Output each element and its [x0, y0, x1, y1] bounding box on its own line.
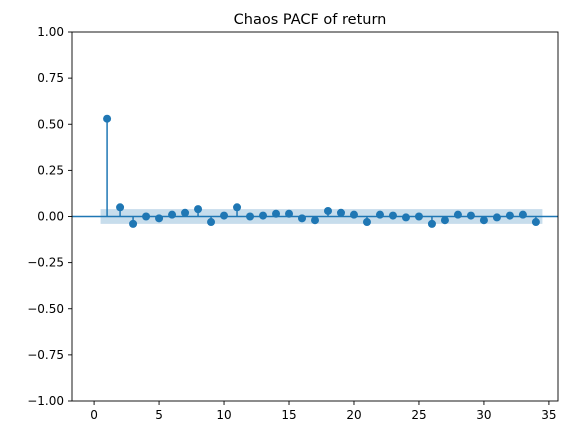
x-tick-label: 0 — [90, 408, 98, 422]
pacf-stem-28 — [453, 210, 462, 219]
stem-marker — [466, 211, 475, 220]
stem-marker — [453, 210, 462, 219]
stem-marker — [285, 209, 294, 218]
pacf-stem-18 — [323, 206, 332, 217]
pacf-stem-14 — [272, 209, 281, 218]
pacf-stem-26 — [427, 216, 436, 228]
pacf-stem-9 — [207, 216, 216, 227]
stem-marker — [362, 218, 371, 227]
pacf-stem-10 — [220, 211, 229, 220]
x-tick-label: 25 — [411, 408, 426, 422]
stem-marker — [414, 212, 423, 221]
stem-marker — [233, 203, 242, 212]
stem-marker — [259, 211, 268, 220]
pacf-stem-34 — [531, 216, 540, 227]
chart-title: Chaos PACF of return — [234, 12, 387, 28]
stem-marker — [518, 210, 527, 219]
stem-marker — [427, 219, 436, 228]
pacf-stem-15 — [285, 209, 294, 218]
stem-marker — [129, 219, 138, 228]
x-tick-label: 35 — [541, 408, 556, 422]
stem-marker — [194, 205, 203, 214]
stem-marker — [103, 114, 112, 123]
y-tick-label: −1.00 — [27, 394, 64, 408]
x-tick-label: 10 — [216, 408, 231, 422]
stem-marker — [531, 218, 540, 227]
y-tick-label: 0.75 — [37, 71, 64, 85]
pacf-stem-29 — [466, 211, 475, 220]
pacf-stem-16 — [298, 214, 307, 223]
x-tick-label: 30 — [476, 408, 491, 422]
pacf-stem-33 — [518, 210, 527, 219]
pacf-stem-24 — [401, 213, 410, 222]
stem-marker — [440, 216, 449, 225]
pacf-stem-12 — [246, 212, 255, 221]
pacf-stem-11 — [233, 203, 242, 217]
y-tick-label: −0.25 — [27, 256, 64, 270]
pacf-stem-30 — [479, 216, 488, 225]
pacf-stem-31 — [492, 213, 501, 222]
pacf-stem-23 — [388, 211, 397, 220]
stem-marker — [375, 210, 384, 219]
pacf-stem-17 — [311, 216, 319, 225]
y-tick-label: −0.75 — [27, 348, 64, 362]
stem-marker — [116, 203, 125, 212]
stem-marker — [505, 211, 514, 220]
pacf-stem-27 — [440, 216, 449, 225]
stem-marker — [349, 210, 358, 219]
y-axis: 1.00 0.75 0.50 0.25 0.00 −0.25 −0.50 −0.75 −1.00 — [27, 25, 72, 408]
stem-marker — [246, 212, 255, 221]
pacf-stem-2 — [116, 203, 125, 217]
pacf-stem-20 — [349, 210, 358, 219]
x-tick-label: 15 — [281, 408, 296, 422]
stem-marker — [401, 213, 410, 222]
pacf-stem-25 — [414, 212, 423, 221]
stem-marker — [220, 211, 229, 220]
stem-marker — [155, 214, 164, 223]
stem-marker — [388, 211, 397, 220]
y-tick-label: 0.50 — [37, 117, 64, 131]
y-tick-label: −0.50 — [27, 302, 64, 316]
stem-marker — [142, 212, 151, 221]
stem-marker — [311, 216, 319, 225]
pacf-stem-6 — [168, 210, 177, 219]
y-tick-label: 1.00 — [37, 25, 64, 39]
pacf-stem-21 — [362, 216, 371, 227]
x-tick-label: 5 — [155, 408, 163, 422]
stem-marker — [492, 213, 501, 222]
stem-marker — [181, 208, 190, 217]
stem-marker — [168, 210, 177, 219]
pacf-stem-32 — [505, 211, 514, 220]
pacf-stem-19 — [336, 208, 345, 217]
pacf-stem-7 — [181, 208, 190, 217]
pacf-stem-4 — [142, 212, 151, 221]
stem-marker — [298, 214, 307, 223]
pacf-stem-13 — [259, 211, 268, 220]
y-tick-label: 0.25 — [37, 163, 64, 177]
x-axis: 0 5 10 15 20 25 30 35 — [90, 401, 557, 422]
pacf-stem-22 — [375, 210, 384, 219]
x-tick-label: 20 — [346, 408, 361, 422]
stem-marker — [272, 209, 281, 218]
stem-marker — [336, 208, 345, 217]
stems-layer — [103, 114, 540, 228]
y-tick-label: 0.00 — [37, 210, 64, 224]
pacf-stem-1 — [103, 114, 112, 217]
stem-marker — [323, 206, 332, 215]
stem-marker — [479, 216, 488, 225]
stem-marker — [207, 218, 216, 227]
pacf-stem-5 — [155, 214, 164, 223]
pacf-stem-3 — [129, 216, 138, 228]
pacf-stem-8 — [194, 205, 203, 217]
